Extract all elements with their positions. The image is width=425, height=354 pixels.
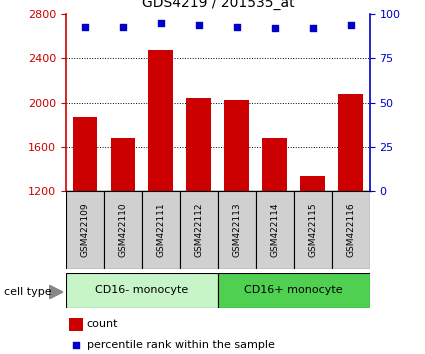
Bar [110,138,135,324]
Point [272,25,278,31]
Bar [218,191,256,269]
Point [309,25,316,31]
Bar [338,94,363,324]
Text: GSM422113: GSM422113 [232,203,241,257]
Text: CD16+ monocyte: CD16+ monocyte [244,285,343,295]
Text: GSM422115: GSM422115 [308,203,317,257]
Point [157,20,164,26]
Bar [263,138,287,324]
Bar [300,176,325,324]
Bar [69,318,82,331]
Point [73,342,79,348]
Text: GSM422111: GSM422111 [156,203,165,257]
Bar [256,191,294,269]
Text: cell type: cell type [4,287,52,297]
Text: GSM422110: GSM422110 [118,203,127,257]
Bar [187,98,211,324]
Bar [142,191,180,269]
Title: GDS4219 / 201535_at: GDS4219 / 201535_at [142,0,294,10]
Bar [218,273,370,308]
Bar [66,273,218,308]
Bar [294,191,332,269]
Point [119,24,126,29]
Bar [73,117,97,324]
Polygon shape [49,285,63,299]
Text: GSM422116: GSM422116 [346,203,355,257]
Text: GSM422109: GSM422109 [80,203,89,257]
Text: GSM422112: GSM422112 [194,203,203,257]
Point [233,24,240,29]
Text: CD16- monocyte: CD16- monocyte [95,285,188,295]
Point [347,22,354,28]
Bar [148,50,173,324]
Bar [224,101,249,324]
Text: GSM422114: GSM422114 [270,203,279,257]
Bar [104,191,142,269]
Point [196,22,202,28]
Text: percentile rank within the sample: percentile rank within the sample [87,339,275,350]
Text: count: count [87,319,118,329]
Bar [332,191,370,269]
Bar [180,191,218,269]
Bar [66,191,104,269]
Point [82,24,88,29]
